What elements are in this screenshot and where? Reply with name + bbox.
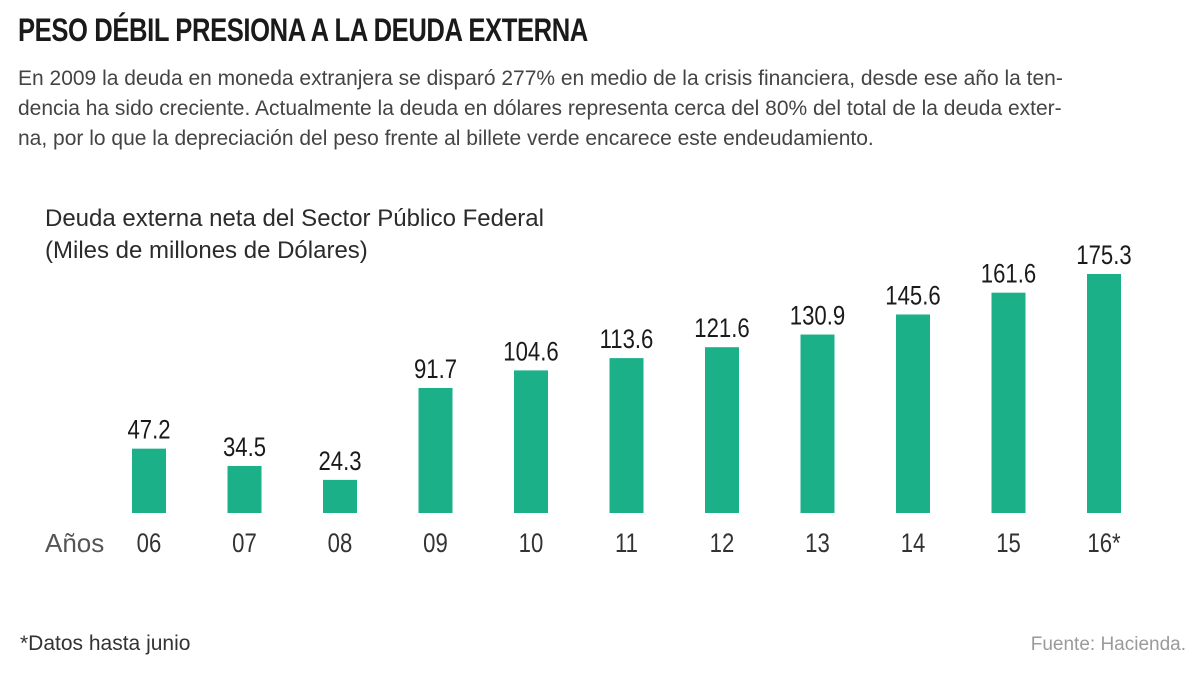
data-label: 104.6	[503, 337, 558, 367]
data-label: 175.3	[1076, 241, 1131, 271]
bar-10	[514, 370, 548, 513]
data-label: 113.6	[600, 325, 654, 355]
x-tick-label: 16*	[1087, 529, 1121, 559]
bar-chart: Años 47.2 06 34.5 07 24.3 08 91.7 09 104.6 10 113.6…	[0, 0, 1200, 675]
x-tick-label: 12	[710, 529, 735, 559]
data-label: 121.6	[694, 314, 749, 344]
bar-12	[705, 347, 739, 513]
x-axis-title: Años	[45, 528, 104, 558]
x-tick-label: 06	[137, 529, 162, 559]
bar-08	[323, 480, 357, 513]
bar-07	[228, 466, 262, 513]
data-label: 24.3	[318, 447, 361, 477]
x-tick-label: 10	[519, 529, 544, 559]
data-label: 130.9	[790, 302, 845, 332]
x-tick-label: 14	[901, 529, 926, 559]
source-credit: Fuente: Hacienda.	[1031, 634, 1186, 656]
bar-14	[896, 314, 930, 513]
x-tick-label: 09	[423, 529, 448, 559]
x-tick-label: 07	[232, 529, 257, 559]
bar-15	[992, 293, 1026, 513]
data-label: 47.2	[127, 416, 170, 446]
bar-06	[132, 449, 166, 513]
data-label: 91.7	[414, 355, 457, 385]
data-label: 161.6	[981, 260, 1036, 290]
x-tick-label: 15	[996, 529, 1021, 559]
bar-11	[610, 358, 644, 513]
x-tick-label: 11	[615, 529, 638, 559]
bar-16	[1087, 274, 1121, 513]
x-tick-label: 08	[328, 529, 353, 559]
data-label: 34.5	[223, 433, 266, 463]
data-label: 145.6	[885, 282, 940, 312]
bar-13	[801, 335, 835, 513]
bar-09	[419, 388, 453, 513]
x-tick-label: 13	[805, 529, 830, 559]
footnote: *Datos hasta junio	[20, 632, 190, 656]
